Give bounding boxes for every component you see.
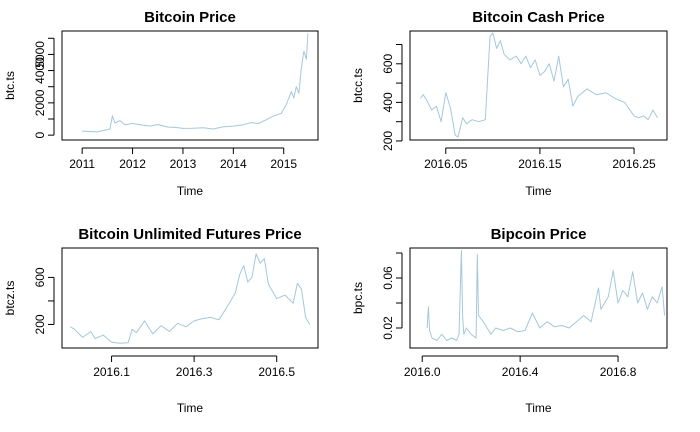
x-tick-label: 2016.5 bbox=[258, 365, 295, 379]
plot-frame bbox=[61, 30, 319, 141]
y-tick-label: 200 bbox=[381, 131, 395, 151]
y-tick-label: 600 bbox=[381, 53, 395, 73]
y-tick-label: 200 bbox=[33, 314, 47, 334]
chart-title: Bipcoin Price bbox=[491, 226, 587, 243]
y-tick-label: 0.06 bbox=[381, 266, 395, 290]
x-tick-label: 2016.15 bbox=[518, 157, 562, 171]
y-tick-label: 0 bbox=[33, 131, 47, 138]
y-axis-label: btc.ts bbox=[3, 71, 17, 100]
x-tick-label: 2013 bbox=[170, 157, 197, 171]
x-tick-label: 2011 bbox=[69, 157, 95, 171]
x-axis-label: Time bbox=[177, 184, 204, 198]
chart-title: Bitcoin Unlimited Futures Price bbox=[78, 226, 301, 243]
series-line bbox=[82, 33, 309, 133]
series-line bbox=[426, 250, 666, 341]
panel-4: Bipcoin Price 2016.0 2016.4 2016.8 0.02 0.06 T… bbox=[351, 226, 668, 415]
plot-frame bbox=[61, 247, 319, 349]
x-tick-label: 2016.4 bbox=[502, 365, 539, 379]
series-line bbox=[419, 32, 659, 138]
y-axis-label: btcc.ts bbox=[351, 68, 365, 103]
panel-1: Bitcoin Price 2011 2012 2013 2014 2015 0 2000 40… bbox=[3, 9, 319, 198]
x-tick-label: 2015 bbox=[270, 157, 297, 171]
y-axis-label: bpc.ts bbox=[351, 282, 365, 314]
y-tick-label: 400 bbox=[381, 92, 395, 112]
plot-frame bbox=[409, 30, 668, 141]
x-tick-label: 2016.8 bbox=[600, 365, 637, 379]
x-tick-label: 2016.3 bbox=[176, 365, 213, 379]
y-tick-label: 0.02 bbox=[381, 316, 395, 340]
x-axis-label: Time bbox=[525, 401, 552, 415]
y-tick-label: 4000 bbox=[33, 57, 47, 84]
x-tick-label: 2016.25 bbox=[612, 157, 656, 171]
y-tick-label: 600 bbox=[33, 267, 47, 287]
x-axis-label: Time bbox=[177, 401, 204, 415]
y-tick-label: 5000 bbox=[33, 41, 47, 68]
series-line bbox=[70, 253, 311, 344]
panel-3: Bitcoin Unlimited Futures Price 2016.1 201… bbox=[3, 226, 319, 415]
x-tick-label: 2014 bbox=[220, 157, 247, 171]
chart-title: Bitcoin Cash Price bbox=[472, 9, 605, 26]
x-tick-label: 2016.1 bbox=[93, 365, 130, 379]
x-axis-label: Time bbox=[525, 184, 552, 198]
x-tick-label: 2016.05 bbox=[424, 157, 468, 171]
plot-frame bbox=[409, 247, 668, 349]
x-tick-label: 2016.0 bbox=[404, 365, 441, 379]
chart-title: Bitcoin Price bbox=[144, 9, 236, 26]
y-axis-label: btcz.ts bbox=[3, 281, 17, 316]
y-tick-label: 2000 bbox=[33, 89, 47, 116]
x-tick-label: 2012 bbox=[119, 157, 146, 171]
panel-2: Bitcoin Cash Price 2016.05 2016.15 2016.25 2… bbox=[351, 9, 668, 198]
